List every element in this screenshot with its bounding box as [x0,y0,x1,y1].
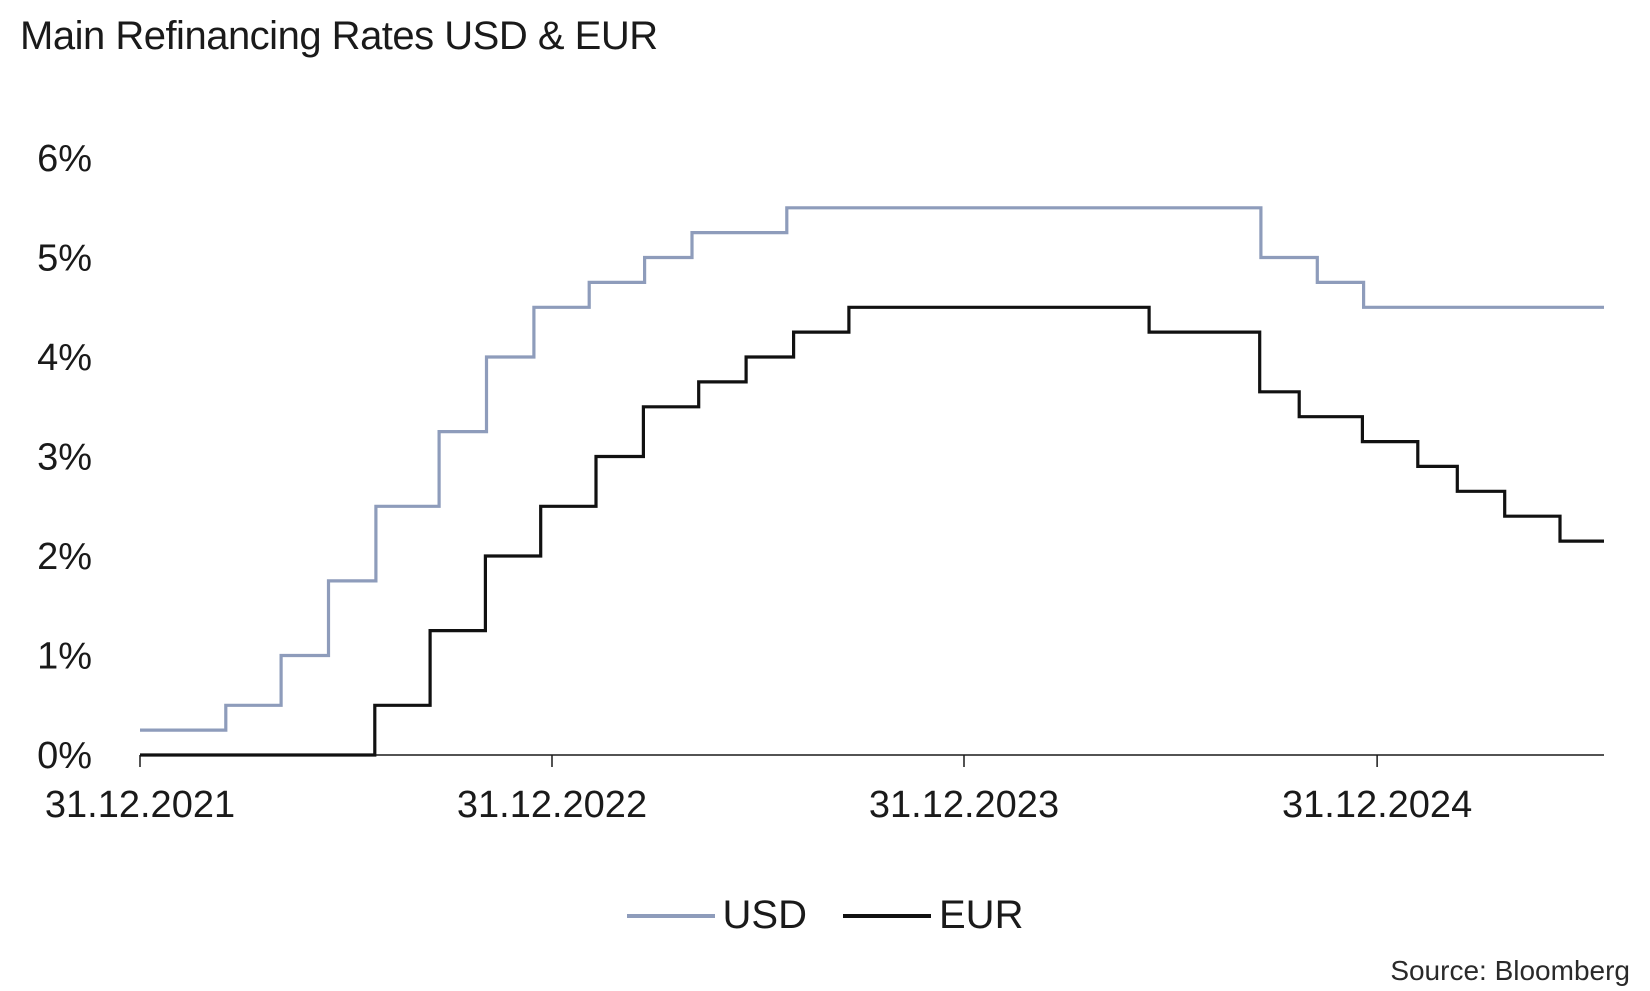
x-tick-label: 31.12.2023 [869,784,1059,826]
x-tick-label: 31.12.2024 [1282,784,1472,826]
legend-item-eur[interactable]: EUR [843,893,1023,938]
legend-item-usd[interactable]: USD [626,893,807,938]
source-note: Source: Bloomberg [1390,955,1630,986]
legend: USD EUR [0,893,1650,938]
legend-swatch-eur [843,913,931,918]
x-tick-label: 31.12.2022 [457,784,647,826]
y-tick-label: 2% [37,536,92,578]
series-lines [140,206,1604,757]
y-tick-label: 0% [37,735,92,777]
legend-swatch-usd [626,913,715,918]
x-tick-label: 31.12.2021 [45,784,235,826]
y-tick-label: 6% [37,138,92,180]
y-tick-label: 5% [37,238,92,280]
y-tick-label: 3% [37,437,92,479]
legend-label-eur: EUR [939,893,1024,937]
x-axis: 31.12.2021 31.12.2022 31.12.2023 31.12.2024 [45,754,1604,826]
chart-title: Main Refinancing Rates USD & EUR [20,14,658,58]
y-tick-label: 4% [37,337,92,379]
legend-label-usd: USD [722,893,807,937]
y-tick-label: 1% [37,636,92,678]
series-line-eur [140,305,1604,757]
y-axis: 0% 1% 2% 3% 4% 5% 6% [37,138,92,777]
series-line-usd [140,206,1604,732]
